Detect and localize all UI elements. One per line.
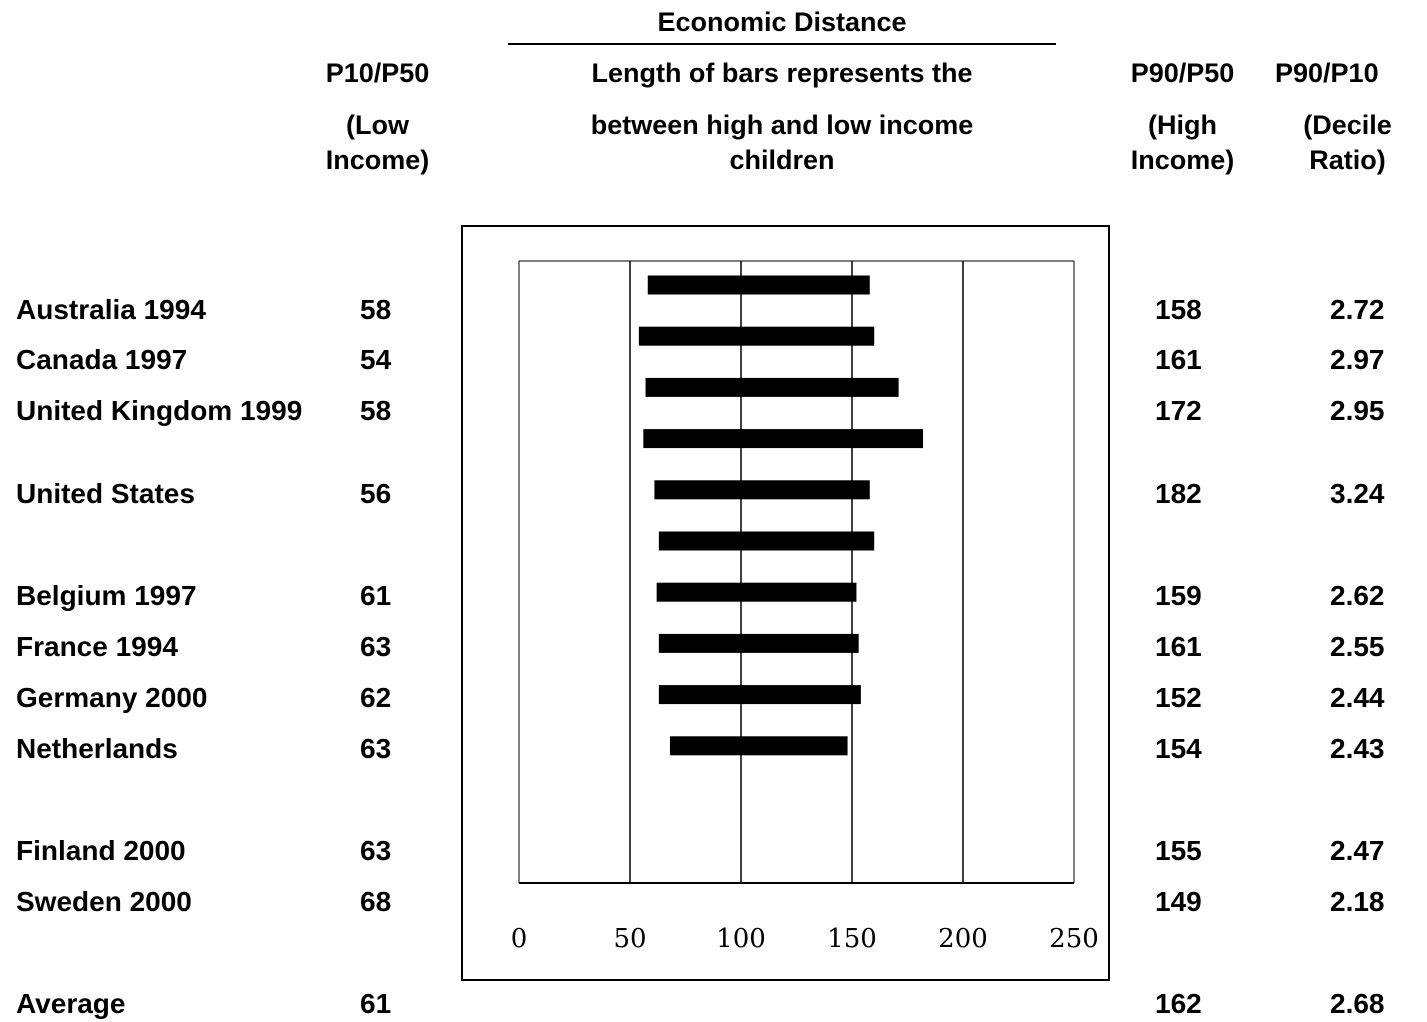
row-country: Canada 1997 <box>16 344 188 375</box>
col-high-header-1: P90/P50 <box>1130 58 1235 88</box>
row-low: 56 <box>360 478 392 509</box>
chart-frame: 0 50 100 150 200 250 <box>461 225 1110 981</box>
range-bar <box>647 275 870 295</box>
row-country: Belgium 1997 <box>16 580 197 611</box>
col-high-header-2: (High <box>1148 110 1217 140</box>
row-decile: 2.44 <box>1330 682 1385 713</box>
row-decile: 2.95 <box>1330 395 1385 426</box>
row-low: 62 <box>360 682 392 713</box>
row-low: 63 <box>360 733 392 764</box>
row-decile: 2.55 <box>1330 631 1385 662</box>
row-low: 58 <box>360 395 392 426</box>
col-low-header-2: (Low <box>346 110 409 140</box>
col-high-header-3: Income) <box>1130 149 1235 175</box>
row-country: Germany 2000 <box>16 682 208 713</box>
range-bar <box>658 633 859 653</box>
row-country: Netherlands <box>16 733 178 764</box>
economic-distance-title: Economic Distance <box>657 7 907 37</box>
range-bar <box>638 326 875 346</box>
col-decile-header-3: Ratio) <box>1309 149 1386 175</box>
row-high: 159 <box>1155 580 1202 611</box>
economic-distance-chart: 0 50 100 150 200 250 <box>511 260 1099 954</box>
range-bar <box>643 429 924 449</box>
desc-line-2: between high and low income <box>590 110 974 140</box>
row-country: Finland 2000 <box>16 835 186 866</box>
x-tick-label: 50 <box>613 924 646 954</box>
col-low-header-3: Income) <box>325 149 430 175</box>
row-country: United Kingdom 1999 <box>16 395 303 426</box>
row-decile: 2.43 <box>1330 733 1385 764</box>
row-decile: 2.72 <box>1330 294 1385 325</box>
row-low: 61 <box>360 580 392 611</box>
row-country: France 1994 <box>16 631 178 662</box>
row-decile: 2.97 <box>1330 344 1385 375</box>
desc-line-1: Length of bars represents the <box>591 58 973 88</box>
range-bar <box>656 582 857 602</box>
row-high: 152 <box>1155 682 1202 713</box>
row-decile: 2.62 <box>1330 580 1385 611</box>
row-low: 54 <box>360 344 392 375</box>
row-country: Average <box>16 988 126 1019</box>
range-bar <box>645 377 899 397</box>
row-low: 68 <box>360 886 392 917</box>
row-low: 63 <box>360 631 392 662</box>
row-high: 172 <box>1155 395 1202 426</box>
x-tick-label: 100 <box>716 924 766 954</box>
row-high: 154 <box>1155 733 1202 764</box>
row-low: 61 <box>360 988 392 1019</box>
range-bar <box>658 531 875 551</box>
row-decile: 2.47 <box>1330 835 1385 866</box>
row-country: Australia 1994 <box>16 294 206 325</box>
x-tick-label: 250 <box>1049 924 1099 954</box>
x-tick-label: 150 <box>827 924 877 954</box>
row-high: 162 <box>1155 988 1202 1019</box>
row-country: Sweden 2000 <box>16 886 192 917</box>
title-underline <box>508 43 1056 45</box>
row-high: 155 <box>1155 835 1202 866</box>
row-high: 158 <box>1155 294 1202 325</box>
x-tick-label: 0 <box>511 924 528 954</box>
row-low: 58 <box>360 294 392 325</box>
row-high: 161 <box>1155 344 1202 375</box>
range-bar <box>669 736 848 756</box>
row-high: 161 <box>1155 631 1202 662</box>
row-decile: 2.68 <box>1330 988 1385 1019</box>
row-high: 149 <box>1155 886 1202 917</box>
row-high: 182 <box>1155 478 1202 509</box>
x-tick-label: 200 <box>938 924 988 954</box>
col-decile-header-2: (Decile <box>1303 110 1392 140</box>
row-country: United States <box>16 478 195 509</box>
desc-line-3: children <box>729 149 835 175</box>
range-bar <box>658 685 861 705</box>
range-bar <box>654 480 870 500</box>
row-low: 63 <box>360 835 392 866</box>
row-decile: 3.24 <box>1330 478 1385 509</box>
row-decile: 2.18 <box>1330 886 1385 917</box>
col-low-header-1: P10/P50 <box>325 58 430 88</box>
col-decile-header-1: P90/P10 <box>1275 58 1379 88</box>
